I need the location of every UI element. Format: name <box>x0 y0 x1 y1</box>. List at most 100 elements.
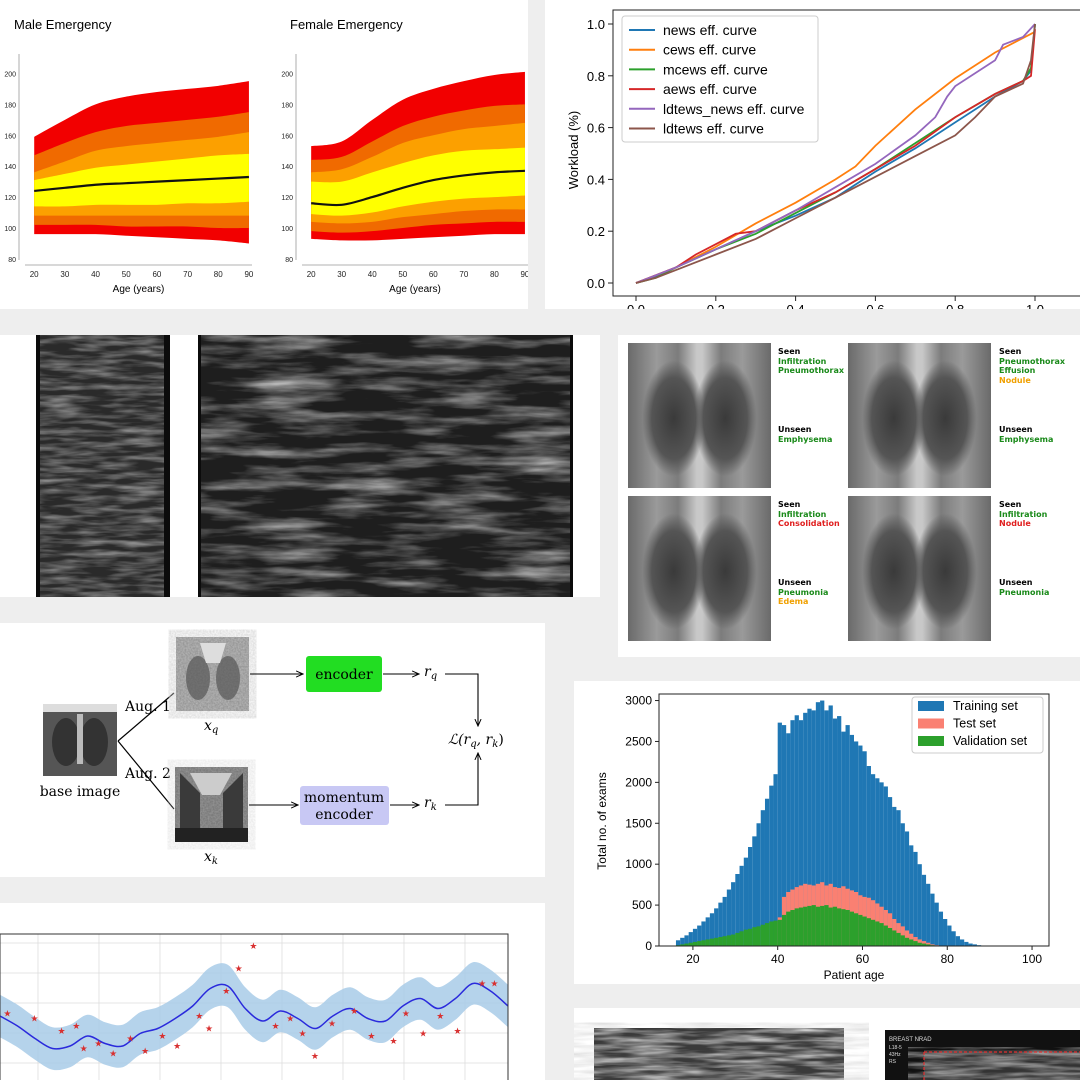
hist-bar-0 <box>938 911 944 946</box>
hist-bar-0 <box>883 786 888 946</box>
arrow-rk-to-loss <box>445 753 478 806</box>
hist-bar-0 <box>786 733 791 946</box>
y-tick-label: 0 <box>645 939 652 953</box>
hist-bar-0 <box>709 913 715 946</box>
hist-bar-0 <box>790 720 795 946</box>
hist-bar-0 <box>815 702 821 946</box>
hist-bar-2 <box>917 942 922 946</box>
x-tick-label: 80 <box>214 270 223 279</box>
chest-xray-image <box>848 343 991 488</box>
series-line-5 <box>635 23 1036 284</box>
x-tick-label: 30 <box>337 270 346 279</box>
hist-bar-2 <box>781 914 787 946</box>
hist-bar-0 <box>773 774 778 946</box>
y-tick-label: 140 <box>281 164 293 171</box>
observation-star: ★ <box>350 1006 358 1016</box>
hist-bar-0 <box>964 941 969 946</box>
y-tick-label: 160 <box>281 133 293 140</box>
hist-bar-2 <box>883 925 888 946</box>
observation-star: ★ <box>249 941 257 951</box>
momentum-encoder-label-line2: encoder <box>315 807 373 823</box>
observation-star: ★ <box>57 1026 65 1036</box>
seen-finding: Infiltration <box>778 356 827 366</box>
hist-bar-0 <box>845 725 850 946</box>
legend-label: Training set <box>953 699 1018 713</box>
x-tick-label: 0.6 <box>866 302 884 309</box>
x-tick-label: 90 <box>244 270 253 279</box>
us-header-line3: 43Hz <box>889 1052 901 1058</box>
hist-bar-2 <box>743 929 749 946</box>
hist-bar-2 <box>684 943 689 946</box>
hist-bar-2 <box>849 911 854 946</box>
x-tick-label: 1.0 <box>1026 302 1044 309</box>
hist-bar-2 <box>879 923 884 946</box>
ultrasound-svg <box>36 335 573 597</box>
hist-bar-0 <box>684 935 689 946</box>
y-tick-label: 1.0 <box>587 17 605 32</box>
y-tick-label: 200 <box>281 71 293 78</box>
hist-bar-0 <box>743 857 749 946</box>
moco-diagram-svg: base image Aug. 1 Aug. 2 xq xk <box>40 637 504 867</box>
x-axis-label: Age (years) <box>389 284 441 295</box>
hist-bar-0 <box>879 782 884 946</box>
chest-xray-image <box>628 496 771 641</box>
hist-bar-2 <box>824 905 829 946</box>
xray-seen-labels: Seen Infiltration Pneumothorax <box>778 347 844 376</box>
x-tick-label: 70 <box>183 270 192 279</box>
observation-star: ★ <box>402 1009 410 1019</box>
hist-bar-0 <box>781 725 787 946</box>
hist-bar-2 <box>926 944 931 946</box>
observation-star: ★ <box>490 979 498 989</box>
aug2-branch-line <box>117 740 175 810</box>
observation-star: ★ <box>80 1044 88 1054</box>
y-tick-label: 100 <box>281 226 293 233</box>
x-tick-label: 100 <box>1022 952 1042 966</box>
observation-star: ★ <box>205 1024 213 1034</box>
hist-bar-0 <box>769 785 774 946</box>
hist-bar-0 <box>764 798 770 946</box>
hist-bar-0 <box>913 851 918 946</box>
hist-bar-2 <box>756 926 761 946</box>
x-tick-label: 80 <box>490 270 499 279</box>
us-header-line4: RS <box>889 1059 897 1065</box>
hist-bar-2 <box>697 941 702 946</box>
y-tick-label: 0.4 <box>587 172 605 187</box>
age-histogram-svg: 0 500 1000 1500 2000 2500 3000 20 40 60 80 100 Patie… <box>595 693 1050 982</box>
hist-bar-2 <box>803 906 808 946</box>
us-header-line1: BREAST NRAD <box>889 1037 932 1043</box>
y-tick-label: 120 <box>281 195 293 202</box>
legend-box <box>911 696 1044 754</box>
us-header-line2: L18-5 <box>889 1045 902 1051</box>
hist-bar-0 <box>798 720 804 946</box>
arrow-rq-to-loss <box>445 673 478 726</box>
hist-bar-0 <box>934 902 939 946</box>
hist-bar-2 <box>845 910 850 946</box>
hist-bar-2 <box>892 930 897 946</box>
y-axis-label: Total no. of exams <box>595 772 609 869</box>
hist-bar-0 <box>900 823 905 946</box>
x-tick-label: 40 <box>368 270 377 279</box>
seen-header: Seen <box>999 500 1022 509</box>
bp-chart-panel: Male Emergency 80 100 120 140 160 180 200 20 30 40… <box>0 0 528 309</box>
hist-bar-2 <box>807 905 812 946</box>
observation-star: ★ <box>72 1021 80 1031</box>
hist-bar-0 <box>828 705 833 946</box>
hist-bar-2 <box>900 935 905 946</box>
observation-star: ★ <box>30 1014 38 1024</box>
hist-bar-0 <box>896 810 901 946</box>
observation-star: ★ <box>367 1031 375 1041</box>
hist-bar-2 <box>790 910 795 946</box>
hist-bar-2 <box>786 911 791 946</box>
unseen-finding: Edema <box>778 597 809 606</box>
hist-bar-2 <box>870 919 876 946</box>
hist-bar-0 <box>824 710 829 946</box>
observation-star: ★ <box>299 1029 307 1039</box>
hist-bar-0 <box>752 836 757 946</box>
observation-star: ★ <box>222 986 230 996</box>
legend-label: mcews eff. curve <box>663 61 768 77</box>
encoder-box <box>306 656 382 692</box>
hist-bar-2 <box>887 928 893 946</box>
hist-bar-0 <box>680 937 685 946</box>
hist-bar-2 <box>875 921 880 946</box>
hist-bar-0 <box>926 883 931 946</box>
